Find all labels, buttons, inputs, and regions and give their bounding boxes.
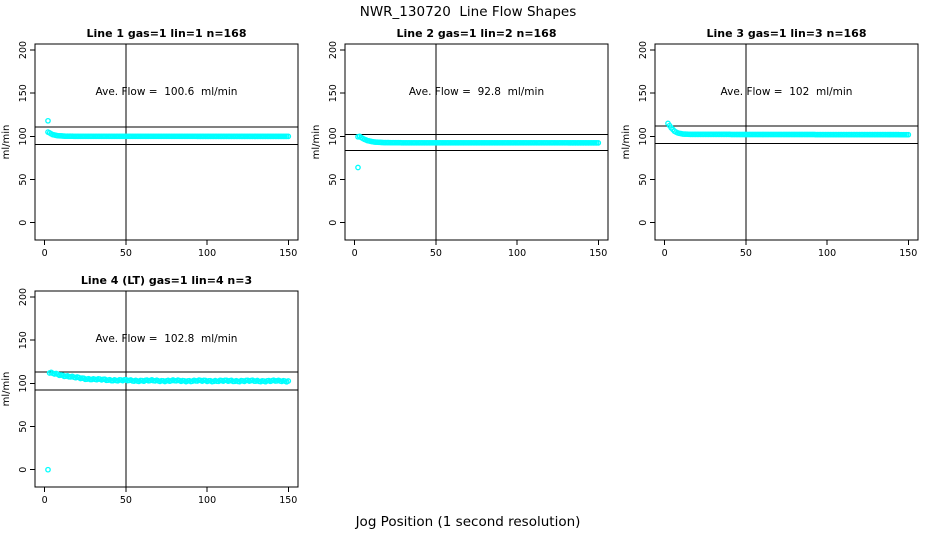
x-axis-label: Jog Position (1 second resolution) bbox=[355, 514, 581, 530]
svg-text:200: 200 bbox=[18, 288, 29, 306]
svg-text:50: 50 bbox=[18, 421, 29, 433]
panel-line-1: Line 1 gas=1 lin=1 n=168 0 50 100 150 0 50 100… bbox=[0, 25, 316, 272]
svg-text:100: 100 bbox=[18, 127, 29, 145]
svg-text:150: 150 bbox=[279, 495, 297, 506]
svg-text:100: 100 bbox=[638, 127, 649, 145]
svg-text:ml/min: ml/min bbox=[311, 125, 322, 160]
panel-line-3: Line 3 gas=1 lin=3 n=168 0 50 100 150 0 50 100… bbox=[620, 25, 936, 272]
svg-text:200: 200 bbox=[18, 41, 29, 59]
svg-text:100: 100 bbox=[18, 374, 29, 392]
svg-text:50: 50 bbox=[740, 248, 752, 259]
svg-text:150: 150 bbox=[328, 84, 339, 102]
svg-text:150: 150 bbox=[279, 248, 297, 259]
svg-text:150: 150 bbox=[18, 331, 29, 349]
svg-text:ml/min: ml/min bbox=[621, 125, 632, 160]
svg-text:0: 0 bbox=[662, 248, 668, 259]
svg-text:150: 150 bbox=[18, 84, 29, 102]
svg-text:100: 100 bbox=[198, 495, 216, 506]
svg-text:0: 0 bbox=[352, 248, 358, 259]
ave-flow-annotation: Ave. Flow = 102.8 ml/min bbox=[95, 333, 238, 345]
svg-text:0: 0 bbox=[638, 220, 649, 226]
svg-text:100: 100 bbox=[818, 248, 836, 259]
panel-title: Line 1 gas=1 lin=1 n=168 bbox=[86, 27, 247, 40]
svg-text:ml/min: ml/min bbox=[1, 125, 12, 160]
svg-text:50: 50 bbox=[638, 174, 649, 186]
panel-line-2: Line 2 gas=1 lin=2 n=168 0 50 100 150 0 50 100… bbox=[310, 25, 626, 272]
svg-text:50: 50 bbox=[18, 174, 29, 186]
svg-text:50: 50 bbox=[430, 248, 442, 259]
svg-text:100: 100 bbox=[198, 248, 216, 259]
panel-title: Line 4 (LT) gas=1 lin=4 n=3 bbox=[80, 274, 253, 287]
svg-text:200: 200 bbox=[328, 41, 339, 59]
svg-text:100: 100 bbox=[328, 127, 339, 145]
svg-text:100: 100 bbox=[508, 248, 526, 259]
svg-text:150: 150 bbox=[638, 84, 649, 102]
svg-text:50: 50 bbox=[120, 495, 132, 506]
svg-text:0: 0 bbox=[42, 248, 48, 259]
page-title: NWR_130720 Line Flow Shapes bbox=[359, 4, 577, 20]
svg-text:50: 50 bbox=[328, 174, 339, 186]
svg-text:ml/min: ml/min bbox=[1, 372, 12, 407]
svg-text:0: 0 bbox=[328, 220, 339, 226]
scatter-plot: 0 50 100 150 0 50 100 150 200 ml/min bbox=[1, 288, 299, 506]
scatter-plot: 0 50 100 150 0 50 100 150 200 ml/min bbox=[621, 41, 919, 259]
panel-title: Line 3 gas=1 lin=3 n=168 bbox=[706, 27, 867, 40]
svg-text:200: 200 bbox=[638, 41, 649, 59]
svg-text:0: 0 bbox=[18, 220, 29, 226]
svg-text:150: 150 bbox=[899, 248, 917, 259]
ave-flow-annotation: Ave. Flow = 102 ml/min bbox=[720, 86, 853, 98]
scatter-plot: 0 50 100 150 0 50 100 150 200 ml/min bbox=[1, 41, 299, 259]
svg-text:0: 0 bbox=[18, 467, 29, 473]
panel-title: Line 2 gas=1 lin=2 n=168 bbox=[396, 27, 557, 40]
ave-flow-annotation: Ave. Flow = 100.6 ml/min bbox=[95, 86, 238, 98]
ave-flow-annotation: Ave. Flow = 92.8 ml/min bbox=[408, 86, 545, 98]
panel-line-4-lt: Line 4 (LT) gas=1 lin=4 n=3 0 50 100 150 0 50… bbox=[0, 272, 316, 519]
scatter-plot: 0 50 100 150 0 50 100 150 200 ml/min bbox=[311, 41, 609, 259]
svg-text:150: 150 bbox=[589, 248, 607, 259]
svg-text:0: 0 bbox=[42, 495, 48, 506]
svg-text:50: 50 bbox=[120, 248, 132, 259]
